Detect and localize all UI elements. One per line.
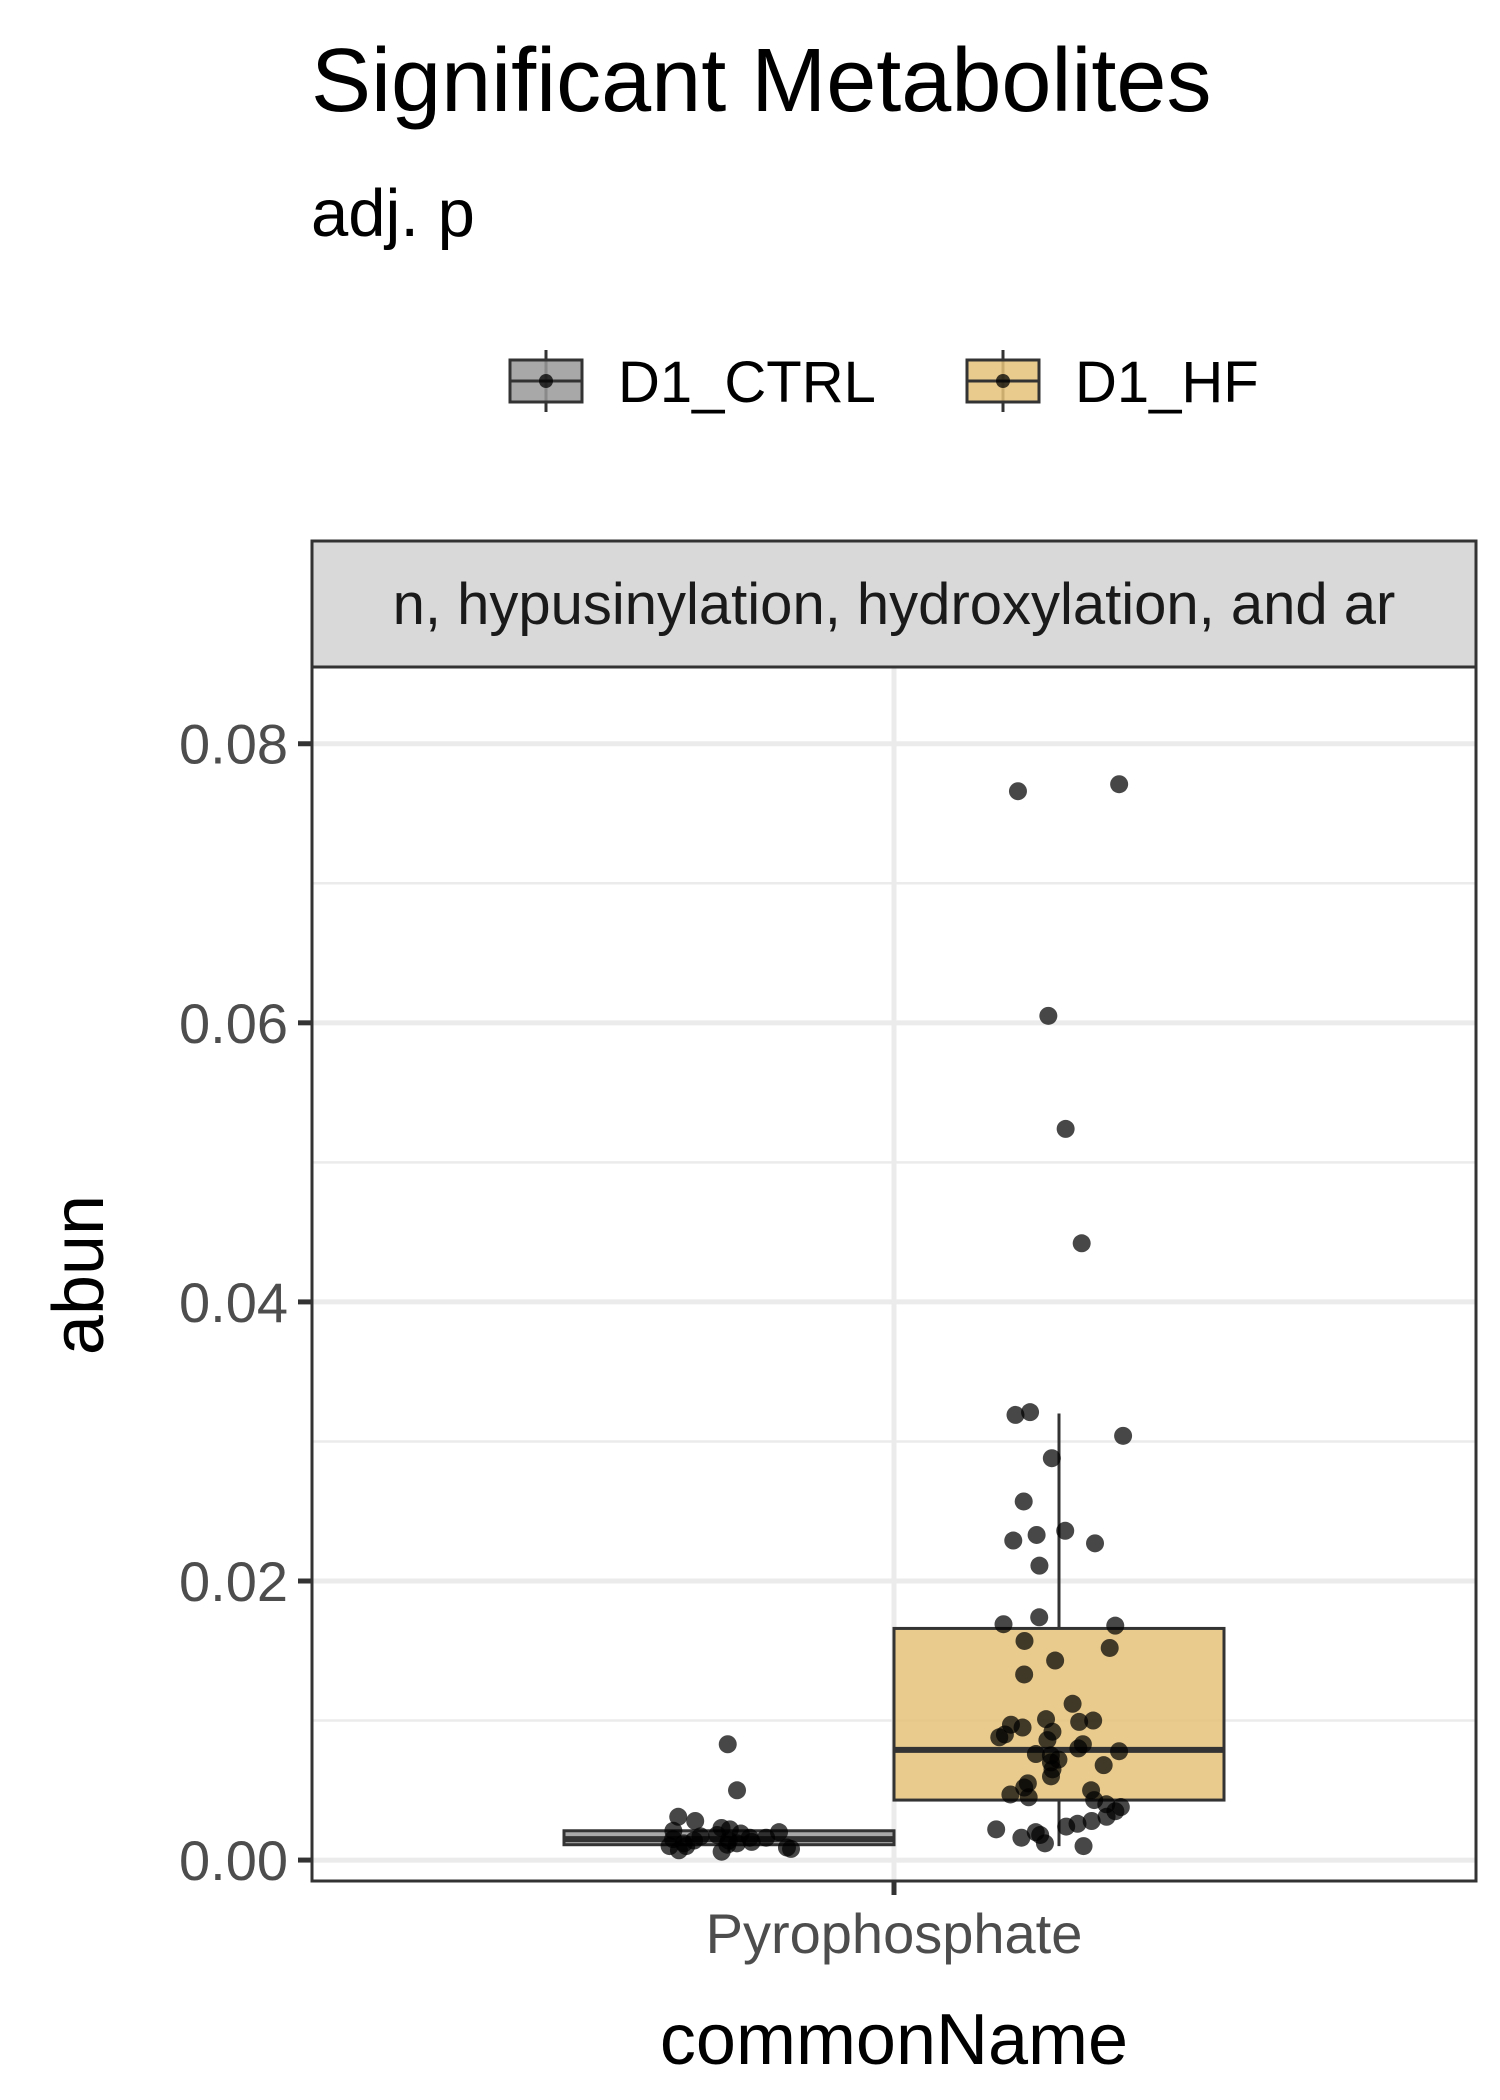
data-point [1110, 1742, 1129, 1761]
data-point [1114, 1426, 1133, 1445]
data-point [1042, 1449, 1061, 1468]
data-point [1097, 1807, 1116, 1826]
facet-strip-clip: n, hypusinylation, hydroxylation, and ar [393, 572, 1396, 637]
data-point [1014, 1492, 1033, 1511]
data-point [1070, 1712, 1089, 1731]
y-axis: 0.00 0.02 0.04 0.06 0.08 [179, 713, 312, 1892]
data-point [1012, 1828, 1031, 1847]
data-point [1056, 1521, 1075, 1540]
data-point [782, 1839, 801, 1858]
data-point [1100, 1638, 1119, 1657]
data-point [1110, 775, 1129, 794]
legend-key-point [539, 374, 553, 388]
chart-title: Significant Metabolites [311, 31, 1211, 131]
legend: D1_CTRL D1_HF [508, 350, 1259, 415]
data-point [1072, 1234, 1091, 1253]
data-point [1057, 1817, 1076, 1836]
data-point [718, 1735, 737, 1754]
data-point [1094, 1756, 1113, 1775]
data-point [1082, 1811, 1101, 1830]
data-point [1008, 782, 1027, 801]
legend-label: D1_HF [1075, 350, 1259, 415]
data-point [1086, 1534, 1105, 1553]
data-point [1084, 1711, 1103, 1730]
y-tick-label: 0.00 [179, 1829, 288, 1892]
data-point [1004, 1531, 1023, 1550]
data-point [1013, 1718, 1032, 1737]
data-point [1015, 1665, 1034, 1684]
grid [312, 667, 1476, 1881]
data-point [669, 1807, 688, 1826]
legend-label: D1_CTRL [618, 350, 876, 415]
data-point [1041, 1767, 1060, 1786]
legend-item-D1_HF: D1_HF [965, 350, 1259, 415]
y-tick-label: 0.08 [179, 713, 288, 776]
y-tick-label: 0.06 [179, 992, 288, 1055]
data-point [987, 1820, 1006, 1839]
data-point [728, 1781, 747, 1800]
data-point [757, 1828, 776, 1847]
data-point [1038, 1731, 1057, 1750]
points-D1_CTRL [660, 1735, 801, 1861]
x-axis-title: commonName [660, 2000, 1128, 2080]
data-point [1039, 1006, 1058, 1025]
data-point [712, 1842, 731, 1861]
data-point [1056, 1119, 1075, 1138]
data-point [1035, 1834, 1054, 1853]
data-point [1019, 1788, 1038, 1807]
points-D1_HF [987, 775, 1133, 1856]
data-point [1006, 1405, 1025, 1424]
chart-subtitle: adj. p [311, 176, 475, 251]
data-point [1015, 1631, 1034, 1650]
data-point [1030, 1556, 1049, 1575]
data-point [1026, 1745, 1045, 1764]
y-tick-label: 0.04 [179, 1271, 288, 1334]
data-point [1069, 1739, 1088, 1758]
data-point [1074, 1837, 1093, 1856]
y-axis-title: abun [39, 1195, 119, 1355]
x-axis: Pyrophosphate [706, 1881, 1083, 1965]
data-point [994, 1615, 1013, 1634]
data-point [1001, 1785, 1020, 1804]
x-tick-label: Pyrophosphate [706, 1902, 1083, 1965]
legend-item-D1_CTRL: D1_CTRL [508, 350, 876, 415]
y-tick-label: 0.02 [179, 1550, 288, 1613]
data-point [686, 1811, 705, 1830]
legend-key-point [996, 374, 1010, 388]
data-point [1046, 1651, 1065, 1670]
data-point [990, 1728, 1009, 1747]
data-point [1106, 1616, 1125, 1635]
data-point [742, 1832, 761, 1851]
data-point [1021, 1403, 1040, 1422]
data-point [1030, 1608, 1049, 1627]
facet-label: n, hypusinylation, hydroxylation, and ar [393, 572, 1396, 637]
data-point [1027, 1525, 1046, 1544]
data-point [669, 1841, 688, 1860]
data-point [1063, 1694, 1082, 1713]
facet-strip [310, 539, 1478, 669]
points [660, 775, 1133, 1861]
